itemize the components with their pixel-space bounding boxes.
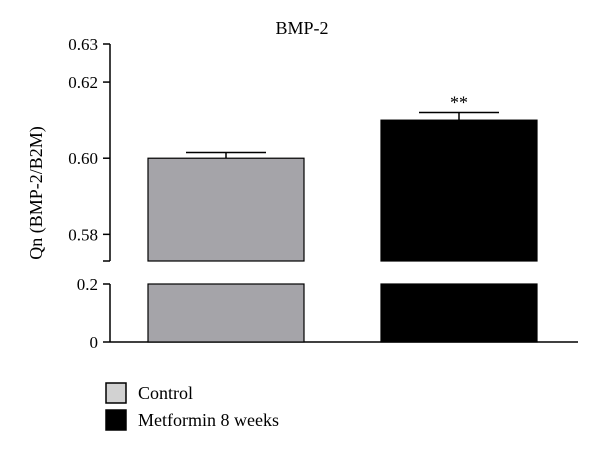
y-tick-label: 0.63 (68, 35, 98, 54)
chart-title: BMP-2 (275, 18, 328, 38)
legend-swatch-metformin (105, 409, 127, 431)
y-tick-label: 0.2 (77, 275, 98, 294)
bar-lower (147, 283, 305, 343)
y-tick-label: 0.62 (68, 73, 98, 92)
y-axis-label: Qn (BMP-2/B2M) (26, 126, 47, 260)
y-tick-label: 0 (90, 333, 99, 352)
bars (147, 119, 538, 343)
bar-upper (380, 119, 538, 262)
bar-upper (147, 157, 305, 262)
y-tick-label: 0.58 (68, 225, 98, 244)
legend-label-control: Control (138, 383, 193, 403)
bar-lower (380, 283, 538, 343)
legend-label-metformin: Metformin 8 weeks (138, 410, 279, 430)
legend-item-control: Control (105, 382, 193, 404)
legend: Control Metformin 8 weeks (105, 382, 279, 431)
legend-item-metformin: Metformin 8 weeks (105, 409, 279, 431)
y-tick-label: 0.60 (68, 149, 98, 168)
significance-label: ** (450, 93, 468, 113)
legend-swatch-control (105, 382, 127, 404)
annotations: ** (186, 93, 499, 159)
